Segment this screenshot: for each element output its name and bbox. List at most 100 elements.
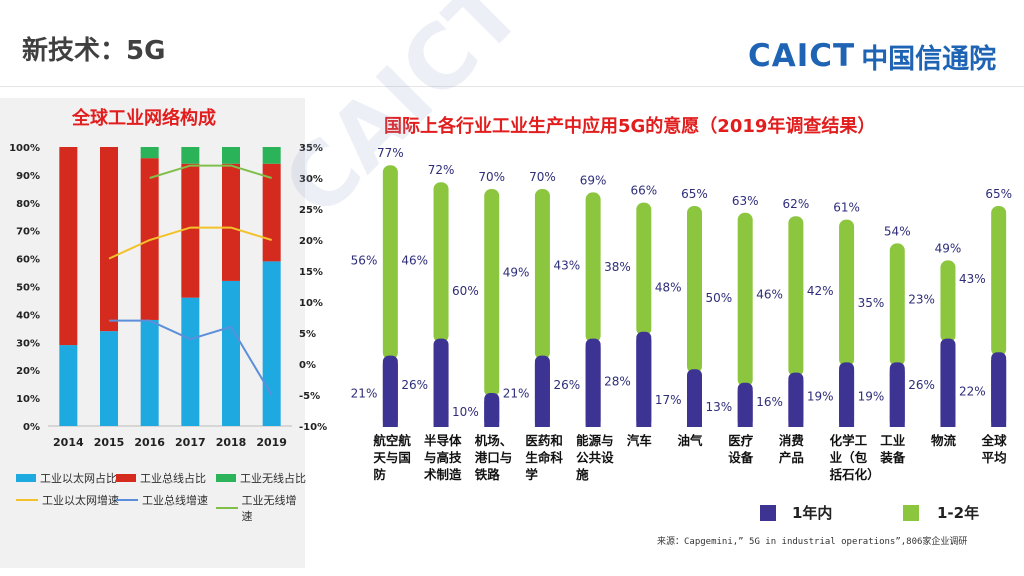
right-category-label: 物流 xyxy=(931,432,977,449)
right-1yr-label: 19% xyxy=(807,390,834,404)
left-legend-item: 工业以太网增速 xyxy=(16,492,119,508)
right-bar-segment-1-2yr xyxy=(534,189,550,360)
right-category-label-line: 铁路 xyxy=(474,467,500,482)
left-y-tick-label: 10% xyxy=(16,394,40,405)
left-legend-swatch xyxy=(116,499,138,501)
right-category-label: 医药和 生命科学 xyxy=(525,432,571,483)
right-category-label-line: 施 xyxy=(576,467,589,482)
left-bar-segment xyxy=(140,319,159,426)
right-legend-label: 1-2年 xyxy=(937,504,980,522)
left-x-tick-label: 2014 xyxy=(53,436,84,449)
left-y2-tick-label: 25% xyxy=(299,205,323,216)
left-legend-label: 工业总线占比 xyxy=(140,472,206,485)
logo-text-en: CAICT xyxy=(748,38,856,74)
right-category-label: 消费 产品 xyxy=(779,432,825,466)
left-y-tick-label: 40% xyxy=(16,310,40,321)
right-category-label-line: 物流 xyxy=(930,433,956,448)
header-divider xyxy=(0,86,1024,87)
right-1-2yr-label: 38% xyxy=(604,260,631,274)
right-bar-segment-1yr-base xyxy=(687,377,702,427)
left-y2-tick-label: 15% xyxy=(299,267,323,278)
left-legend-item: 工业以太网占比 xyxy=(16,470,117,486)
right-category-label-line: 业（包 xyxy=(829,450,868,465)
right-total-label: 70% xyxy=(529,170,556,184)
left-x-tick-label: 2018 xyxy=(216,436,247,449)
left-legend-item: 工业无线增速 xyxy=(216,492,306,524)
right-1yr-label: 22% xyxy=(959,385,986,399)
right-category-label-line: 工业 xyxy=(880,433,906,448)
left-legend-label: 工业无线增速 xyxy=(241,494,297,523)
left-y-tick-label: 70% xyxy=(16,227,40,238)
right-category-label-line: 设备 xyxy=(728,450,754,465)
right-category-label-line: 能源与 xyxy=(576,433,614,448)
left-series-line xyxy=(108,226,272,260)
right-category-label-line: 化学工 xyxy=(829,433,868,448)
left-chart-title: 全球工业网络构成 xyxy=(72,108,216,129)
left-bar-segment xyxy=(222,163,240,281)
right-bar-segment-1-2yr xyxy=(839,219,855,367)
left-y2-tick-label: 5% xyxy=(299,329,316,340)
slide-title: 新技术：5G xyxy=(22,36,166,66)
left-bar-segment xyxy=(181,147,200,164)
right-1yr-label: 21% xyxy=(503,386,530,400)
left-x-tick-label: 2017 xyxy=(175,436,206,449)
left-bar-segment xyxy=(262,261,281,426)
right-category-label-line: 航空航 xyxy=(373,433,411,448)
right-category-label-line: 装备 xyxy=(880,450,906,465)
right-1-2yr-label: 43% xyxy=(553,259,580,273)
left-series-line xyxy=(109,319,273,396)
right-bar-segment-1yr-base xyxy=(433,346,449,427)
right-category-label-line: 港口与 xyxy=(474,450,513,465)
left-bar-segment xyxy=(181,297,200,426)
right-category-label-line: 半导体 xyxy=(424,433,462,448)
right-total-label: 61% xyxy=(833,201,860,215)
right-category-label: 能源与 公共设施 xyxy=(576,432,622,483)
left-y-tick-label: 60% xyxy=(16,255,40,266)
right-bar-segment-1-2yr xyxy=(687,206,702,374)
right-1-2yr-label: 49% xyxy=(503,265,530,279)
left-legend-label: 工业无线占比 xyxy=(240,472,306,485)
right-bar-segment-1yr-base xyxy=(839,370,855,427)
left-y2-tick-label: 0% xyxy=(299,360,316,371)
right-bar-segment-1yr-base xyxy=(585,346,601,427)
right-1-2yr-label: 42% xyxy=(807,284,834,298)
right-1-2yr-label: 48% xyxy=(655,281,682,295)
right-category-label: 油气 xyxy=(678,432,724,449)
right-bar-segment-1yr-base xyxy=(737,390,753,427)
right-bar-segment-1yr-base xyxy=(484,401,500,427)
right-category-label-line: 防 xyxy=(373,467,386,482)
left-bar-segment xyxy=(100,331,118,426)
caict-logo: CAICT 中国信通院 xyxy=(748,38,996,75)
right-1yr-label: 13% xyxy=(706,400,733,414)
left-bar-segment xyxy=(222,147,240,164)
right-bar-segment-1yr-base xyxy=(940,346,956,427)
right-category-label: 机场、 港口与 铁路 xyxy=(475,432,521,483)
left-y-tick-label: 100% xyxy=(9,143,40,154)
left-legend-label: 工业以太网占比 xyxy=(40,472,117,485)
right-1yr-label: 21% xyxy=(351,386,378,400)
left-y-tick-label: 30% xyxy=(16,338,40,349)
right-category-label-line: 油气 xyxy=(677,433,703,448)
left-series-line xyxy=(149,164,272,179)
left-legend-swatch xyxy=(216,507,238,509)
right-bar-segment-1yr-base xyxy=(788,380,804,427)
right-1-2yr-label: 35% xyxy=(858,296,885,310)
right-category-label-line: 汽车 xyxy=(626,433,652,448)
left-y-tick-label: 90% xyxy=(16,171,40,182)
right-legend-label: 1年内 xyxy=(792,504,833,522)
right-1yr-label: 26% xyxy=(401,378,428,392)
right-category-label-line: 平均 xyxy=(981,450,1007,465)
left-y-tick-label: 0% xyxy=(23,422,40,433)
right-bar-segment-1-2yr xyxy=(636,202,652,336)
left-bar-segment xyxy=(262,147,281,164)
right-total-label: 69% xyxy=(580,173,607,187)
right-1-2yr-label: 60% xyxy=(452,284,479,298)
left-bar-segment xyxy=(140,147,159,159)
right-1-2yr-label: 23% xyxy=(908,293,935,307)
right-1-2yr-label: 46% xyxy=(756,287,783,301)
left-legend-item: 工业总线增速 xyxy=(116,492,208,508)
right-1yr-label: 16% xyxy=(756,395,783,409)
right-category-label-line: 学 xyxy=(525,467,538,482)
right-category-label: 半导体 与高技 术制造 xyxy=(424,432,470,483)
